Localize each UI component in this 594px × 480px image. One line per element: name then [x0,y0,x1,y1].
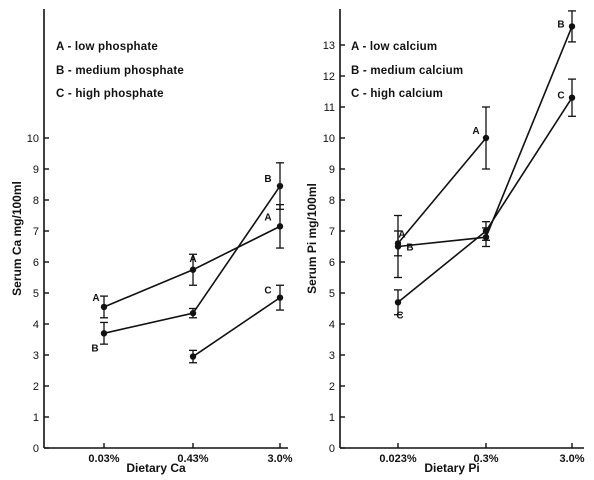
left-y-tick-label: 10 [27,133,39,145]
left-series-a-label: A [92,293,99,304]
right-y-axis-label: Serum Pi mg/100ml [305,183,319,294]
right-y-tick-label: 12 [323,71,335,83]
left-y-tick-label: 0 [33,443,39,455]
left-legend-entry-a: A - low phosphate [56,41,158,53]
left-legend-entry-b: B - medium phosphate [56,65,184,77]
left-x-tick-label: 3.0% [267,453,292,465]
left-y-tick-label: 8 [33,195,39,207]
left-x-axis-label: Dietary Ca [126,461,186,475]
left-y-tick-label: 6 [33,257,39,269]
right-series-b-point [568,23,576,30]
left-legend-entry-c: C - high phosphate [56,88,164,100]
right-series-c-point [482,227,490,235]
left-series-a-label: A [264,212,271,223]
right-legend-entry-c: C - high calcium [351,88,443,100]
left-y-tick-label: 9 [33,164,39,176]
right-y-tick-label: 5 [329,288,335,300]
right-series-a-line [397,137,487,244]
right-y-tick-label: 2 [329,381,335,393]
left-series-b-point [189,309,197,317]
left-series-a-point [276,223,284,230]
right-series-b-label: B [557,19,564,30]
right-y-tick-label: 9 [329,164,335,176]
left-series-a-point [189,266,197,273]
right-y-tick-label: 13 [323,40,335,52]
left-series-c-label: C [264,286,271,297]
left-series-c-point [276,294,284,301]
right-series-c-label: C [396,310,403,321]
left-series-c-line [192,296,281,358]
right-x-tick-label: 0.3% [473,453,498,465]
left-series-a-line [103,225,281,308]
right-legend-entry-a: A - low calcium [351,41,437,53]
left-chart-panel: 0 1 2 3 4 5 6 7 8 9 10 0.03% 0.43% 3.0% Dietary Ca Seru… [10,9,293,475]
right-series-b-label: B [406,243,413,254]
right-series-a-point [482,134,490,142]
left-y-tick-label: 3 [33,350,39,362]
right-legend-entry-b: B - medium calcium [351,65,463,77]
right-y-tick-label: 10 [323,133,335,145]
right-x-tick-label: 3.0% [559,453,584,465]
left-x-tick-label: 0.43% [177,453,208,465]
left-series-b-label: B [264,174,271,185]
right-y-tick-label: 4 [329,319,335,331]
left-y-tick-label: 2 [33,381,39,393]
left-y-tick-label: 1 [33,412,39,424]
left-series-a-label: A [189,254,196,265]
right-y-tick-label: 11 [324,102,335,114]
right-series-c-label: C [557,91,564,102]
left-y-axis-label: Serum Ca mg/100ml [10,181,24,296]
right-series-a-label: A [398,229,405,240]
right-y-tick-label: 3 [329,350,335,362]
left-y-tick-label: 7 [33,226,39,238]
right-y-tick-label: 1 [329,412,335,424]
left-series-a-point [100,303,108,311]
right-x-tick-label: 0.023% [379,453,417,465]
right-series-b-point [394,243,402,250]
right-x-axis-label: Dietary Pi [424,461,479,475]
right-series-a-label: A [472,126,479,137]
right-series-c-point [568,94,576,101]
right-y-tick-label: 8 [329,195,335,207]
left-series-b-point [276,182,284,190]
left-y-tick-label: 4 [33,319,39,331]
left-series-b-label: B [91,343,98,354]
left-series-c-point [189,353,197,360]
right-series-c-point [394,299,402,306]
left-x-tick-label: 0.03% [88,453,119,465]
left-y-tick-label: 5 [33,288,39,300]
left-series-b-point [100,330,108,337]
right-y-tick-label: 0 [329,443,335,455]
right-y-tick-label: 6 [329,257,335,269]
right-y-tick-label: 7 [329,226,335,238]
right-series-c-line [397,97,573,303]
